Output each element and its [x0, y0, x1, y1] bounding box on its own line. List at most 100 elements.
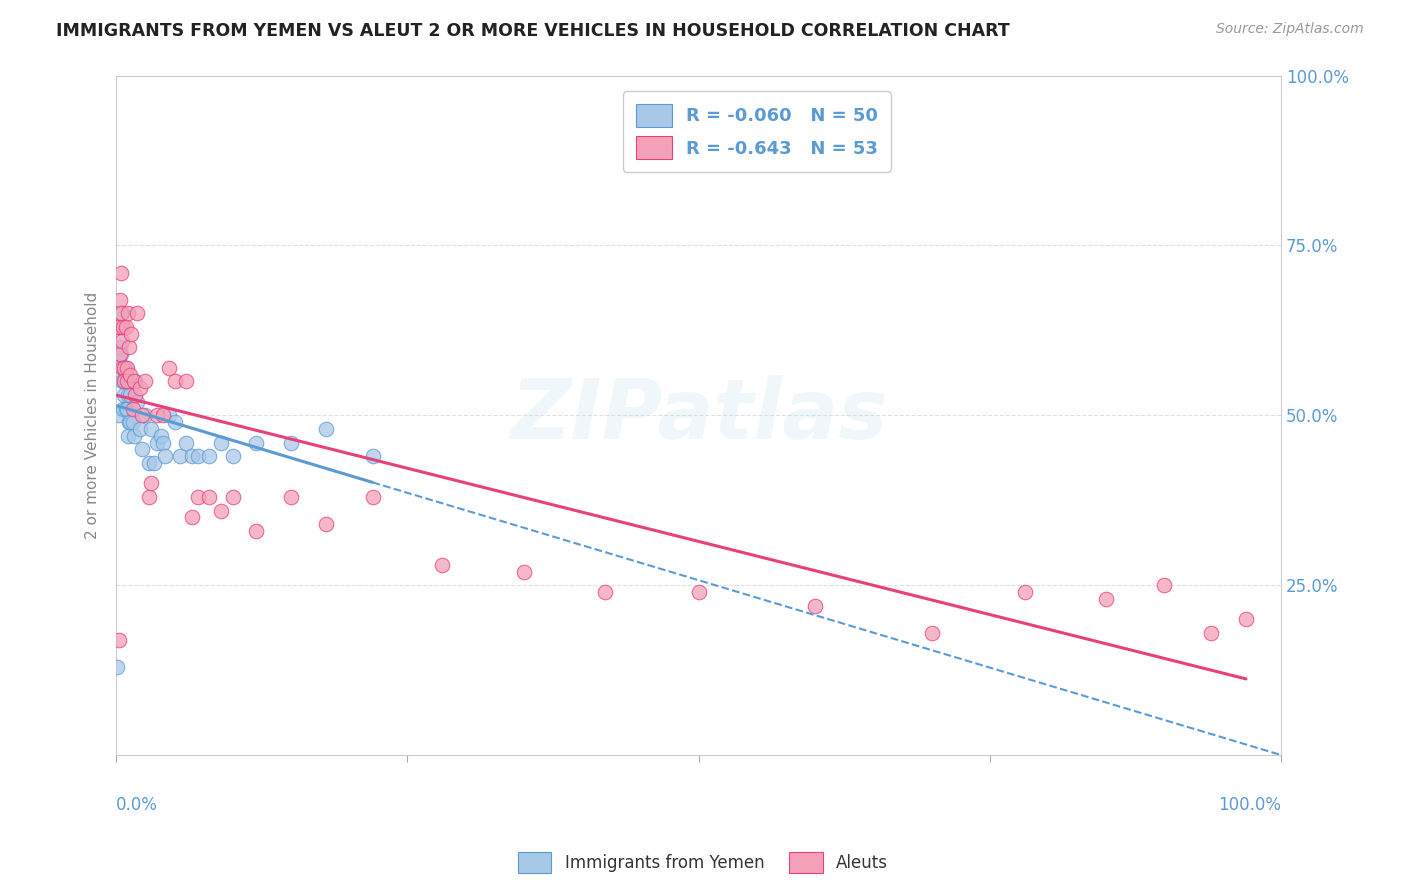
Legend: R = -0.060   N = 50, R = -0.643   N = 53: R = -0.060 N = 50, R = -0.643 N = 53: [623, 91, 891, 172]
Point: [122, 429, 145, 443]
Point: [280, 490, 302, 504]
Point: [245, 524, 267, 538]
Point: [153, 449, 176, 463]
Point: [124, 375, 146, 389]
Point: [108, 293, 131, 307]
Point: [124, 388, 146, 402]
Point: [118, 415, 141, 429]
Point: [134, 375, 156, 389]
Point: [209, 503, 232, 517]
Point: [513, 565, 536, 579]
Point: [1014, 585, 1036, 599]
Point: [688, 585, 710, 599]
Point: [107, 320, 129, 334]
Legend: Immigrants from Yemen, Aleuts: Immigrants from Yemen, Aleuts: [512, 846, 894, 880]
Point: [112, 375, 135, 389]
Point: [114, 320, 136, 334]
Point: [142, 456, 165, 470]
Point: [146, 409, 169, 423]
Point: [198, 490, 221, 504]
Point: [122, 375, 145, 389]
Point: [115, 375, 138, 389]
Point: [131, 442, 153, 457]
Point: [111, 360, 134, 375]
Point: [152, 435, 174, 450]
Point: [209, 435, 232, 450]
Point: [361, 490, 384, 504]
Point: [152, 409, 174, 423]
Point: [1095, 592, 1118, 607]
Point: [149, 429, 172, 443]
Text: Source: ZipAtlas.com: Source: ZipAtlas.com: [1216, 22, 1364, 37]
Point: [118, 341, 141, 355]
Point: [169, 449, 191, 463]
Point: [114, 360, 136, 375]
Point: [361, 449, 384, 463]
Point: [127, 306, 149, 320]
Point: [112, 401, 135, 416]
Point: [163, 375, 186, 389]
Text: ZIPatlas: ZIPatlas: [510, 375, 887, 456]
Point: [121, 415, 143, 429]
Point: [157, 360, 180, 375]
Point: [141, 476, 163, 491]
Point: [280, 435, 302, 450]
Point: [315, 422, 337, 436]
Point: [432, 558, 454, 572]
Point: [114, 401, 136, 416]
Point: [198, 449, 221, 463]
Point: [115, 360, 138, 375]
Point: [107, 632, 129, 647]
Text: IMMIGRANTS FROM YEMEN VS ALEUT 2 OR MORE VEHICLES IN HOUSEHOLD CORRELATION CHART: IMMIGRANTS FROM YEMEN VS ALEUT 2 OR MORE…: [56, 22, 1010, 40]
Point: [112, 360, 135, 375]
Point: [112, 320, 135, 334]
Point: [107, 660, 129, 674]
Point: [117, 388, 139, 402]
Point: [157, 409, 180, 423]
Point: [245, 435, 267, 450]
Point: [141, 422, 163, 436]
Text: 100.0%: 100.0%: [1218, 797, 1281, 814]
Point: [110, 266, 132, 280]
Point: [128, 381, 150, 395]
Point: [1199, 626, 1222, 640]
Point: [595, 585, 617, 599]
Point: [115, 401, 138, 416]
Point: [804, 599, 827, 613]
Point: [174, 435, 197, 450]
Point: [110, 347, 132, 361]
Point: [108, 341, 131, 355]
Point: [181, 449, 204, 463]
Point: [187, 490, 209, 504]
Point: [181, 510, 204, 524]
Point: [112, 388, 135, 402]
Point: [110, 306, 132, 320]
Point: [921, 626, 943, 640]
Point: [174, 375, 197, 389]
Point: [127, 394, 149, 409]
Point: [117, 306, 139, 320]
Point: [110, 320, 132, 334]
Point: [107, 320, 129, 334]
Text: 0.0%: 0.0%: [117, 797, 157, 814]
Point: [138, 490, 160, 504]
Point: [1153, 578, 1175, 592]
Point: [131, 409, 153, 423]
Point: [163, 415, 186, 429]
Point: [146, 435, 169, 450]
Point: [107, 409, 129, 423]
Point: [121, 401, 143, 416]
Point: [120, 368, 142, 382]
Point: [107, 354, 129, 368]
Point: [120, 415, 142, 429]
Point: [120, 375, 142, 389]
Point: [120, 388, 142, 402]
Point: [112, 375, 135, 389]
Point: [138, 456, 160, 470]
Point: [108, 320, 131, 334]
Point: [128, 422, 150, 436]
Point: [111, 334, 134, 348]
Point: [222, 490, 245, 504]
Y-axis label: 2 or more Vehicles in Household: 2 or more Vehicles in Household: [86, 292, 100, 539]
Point: [117, 429, 139, 443]
